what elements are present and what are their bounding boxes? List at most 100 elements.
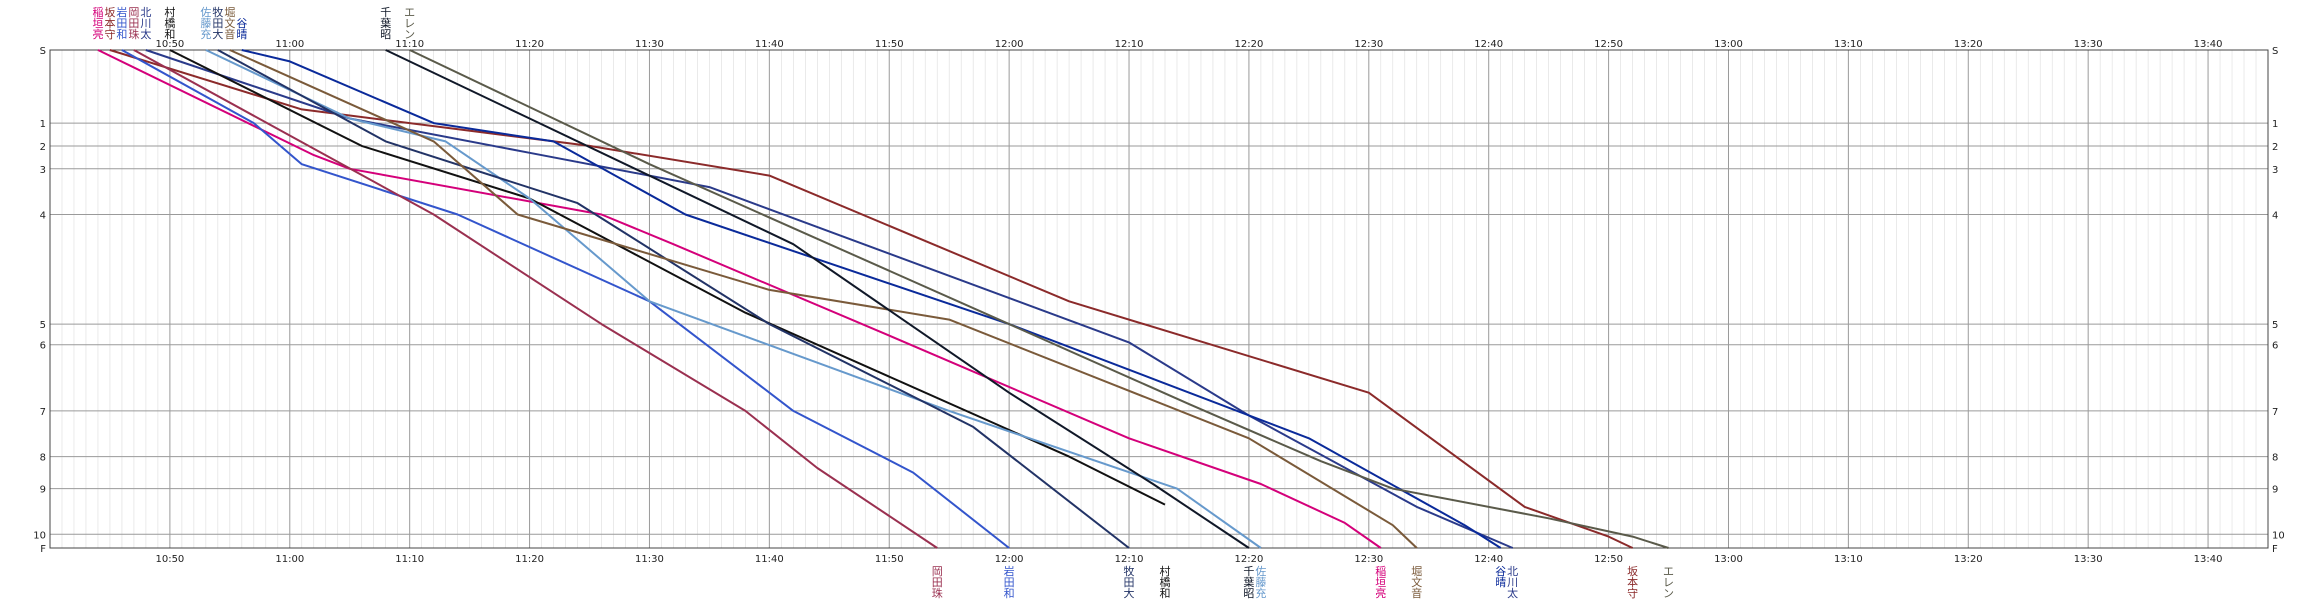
x-tick-label-bottom: 12:50 <box>1594 554 1623 565</box>
finish-label-エレン-char: レ <box>1663 576 1674 589</box>
series-line-エレン <box>409 49 1669 549</box>
finish-label-村橋和: 村橋和 <box>1159 564 1170 600</box>
x-tick-label-bottom: 13:00 <box>1714 554 1743 565</box>
x-tick-label-bottom: 11:50 <box>875 554 904 565</box>
x-tick-label-bottom: 13:40 <box>2194 554 2223 565</box>
chart-axes: 10:50 10:50 11:00 11:00 11:10 11:10 11:20 11:20… <box>33 39 2284 565</box>
series-line-稲垣亮 <box>97 49 1382 549</box>
x-tick-label-bottom: 12:30 <box>1354 554 1383 565</box>
start-label-千葉昭-char: 葉 <box>380 16 391 30</box>
x-tick-label-top: 10:50 <box>155 39 184 50</box>
x-tick-label-top: 11:10 <box>395 39 424 50</box>
finish-label-堀文音: 堀文音 <box>1411 565 1422 600</box>
x-tick-label-bottom: 11:40 <box>755 554 784 565</box>
x-tick-label-top: 11:50 <box>875 39 904 50</box>
x-tick-label-top: 12:40 <box>1474 39 1503 50</box>
checkpoint-label-right: 4 <box>2272 210 2278 221</box>
series-line-谷晴 <box>241 49 1502 549</box>
checkpoint-label-right: 1 <box>2272 119 2278 130</box>
finish-label-千葉昭-char: 葉 <box>1243 575 1254 589</box>
finish-label-牧田大-char: 牧 <box>1124 564 1135 578</box>
finish-label-稲垣亮-char: 稲 <box>1375 565 1386 578</box>
x-tick-label-top: 11:40 <box>755 39 784 50</box>
start-label-岩田和-char: 田 <box>116 17 127 30</box>
start-label-堀文音: 堀文音 <box>224 6 235 41</box>
x-tick-label-bottom: 10:50 <box>155 554 184 565</box>
finish-label-千葉昭-char: 千 <box>1243 565 1254 578</box>
finish-label-岡田珠: 岡田珠 <box>932 565 943 600</box>
checkpoint-label-right: 7 <box>2272 407 2278 418</box>
checkpoint-label-left: 4 <box>40 210 46 221</box>
start-label-谷晴: 谷晴 <box>236 17 247 41</box>
finish-label-稲垣亮-char: 垣 <box>1375 576 1386 589</box>
finish-label-牧田大-char: 大 <box>1124 586 1135 600</box>
finish-label-千葉昭: 千葉昭 <box>1243 565 1254 600</box>
start-label-岡田珠-char: 田 <box>128 17 139 30</box>
start-label-村橋和-char: 橋 <box>164 16 175 30</box>
finish-label-坂本守-char: 坂 <box>1627 565 1638 578</box>
series-line-北川太 <box>145 49 1514 549</box>
start-label-牧田大-char: 大 <box>212 27 223 41</box>
start-label-佐藤充: 佐藤充 <box>200 5 211 41</box>
checkpoint-label-left: 2 <box>40 142 46 153</box>
x-tick-label-bottom: 12:10 <box>1115 554 1144 565</box>
x-tick-label-top: 12:50 <box>1594 39 1623 50</box>
finish-label-佐藤充-char: 充 <box>1255 586 1266 600</box>
x-tick-label-top: 11:30 <box>635 39 664 50</box>
series-line-堀文音 <box>229 49 1418 549</box>
chart-series <box>97 49 1669 549</box>
x-tick-label-bottom: 13:20 <box>1954 554 1983 565</box>
start-label-堀文音-char: 音 <box>224 27 235 41</box>
series-line-牧田大 <box>217 49 1130 549</box>
plot-frame <box>49 49 2269 549</box>
checkpoint-label-right: S <box>2272 46 2278 57</box>
finish-label-エレン: エレン <box>1663 565 1674 600</box>
finish-label-谷晴-char: 晴 <box>1495 576 1506 589</box>
x-tick-label-bottom: 11:30 <box>635 554 664 565</box>
x-tick-label-top: 12:20 <box>1235 39 1264 50</box>
series-line-岡田珠 <box>133 49 938 549</box>
finish-label-堀文音-char: 音 <box>1411 586 1422 600</box>
x-tick-label-top: 12:30 <box>1354 39 1383 50</box>
start-label-堀文音-char: 文 <box>224 16 235 30</box>
start-label-千葉昭-char: 千 <box>380 6 391 19</box>
start-label-谷晴-char: 晴 <box>236 28 247 41</box>
finish-label-岡田珠-char: 岡 <box>932 565 943 578</box>
start-label-稲垣亮-char: 稲 <box>92 6 103 19</box>
x-tick-label-top: 13:00 <box>1714 39 1743 50</box>
start-label-エレン-char: レ <box>404 17 415 30</box>
finish-label-北川太-char: 川 <box>1507 576 1518 589</box>
x-tick-label-top: 11:00 <box>275 39 304 50</box>
finish-label-村橋和-char: 橋 <box>1159 575 1170 589</box>
finish-label-岩田和-char: 岩 <box>1004 564 1015 578</box>
series-line-岩田和 <box>121 49 1010 549</box>
checkpoint-label-left: 1 <box>40 119 46 130</box>
start-label-北川太-char: 川 <box>140 17 151 30</box>
checkpoint-label-left: F <box>40 544 46 555</box>
checkpoint-label-left: S <box>40 46 46 57</box>
start-label-坂本守-char: 坂 <box>104 6 115 19</box>
finish-label-佐藤充-char: 佐 <box>1255 564 1266 578</box>
checkpoint-label-right: 8 <box>2272 453 2278 464</box>
start-label-エレン-char: エ <box>404 6 415 19</box>
finish-label-北川太-char: 太 <box>1507 587 1518 600</box>
finish-label-岩田和-char: 田 <box>1004 576 1015 589</box>
finish-label-坂本守-char: 守 <box>1627 586 1638 600</box>
start-label-牧田大: 牧田大 <box>212 5 223 41</box>
series-line-千葉昭 <box>385 49 1250 549</box>
checkpoint-label-right: 2 <box>2272 142 2278 153</box>
start-label-岩田和: 岩田和 <box>116 5 127 41</box>
start-label-稲垣亮: 稲垣亮 <box>92 6 103 41</box>
checkpoint-label-left: 3 <box>40 165 46 176</box>
start-label-千葉昭-char: 昭 <box>380 28 391 41</box>
start-label-稲垣亮-char: 垣 <box>92 17 103 30</box>
x-tick-label-bottom: 12:00 <box>995 554 1024 565</box>
series-line-村橋和 <box>169 49 1166 506</box>
checkpoint-label-left: 7 <box>40 407 46 418</box>
x-tick-label-bottom: 12:40 <box>1474 554 1503 565</box>
start-label-北川太-char: 太 <box>140 28 151 41</box>
finish-label-稲垣亮-char: 亮 <box>1375 586 1386 600</box>
finish-label-堀文音-char: 堀 <box>1411 565 1422 578</box>
start-label-岩田和-char: 和 <box>116 28 127 41</box>
finish-label-岩田和-char: 和 <box>1004 587 1015 600</box>
